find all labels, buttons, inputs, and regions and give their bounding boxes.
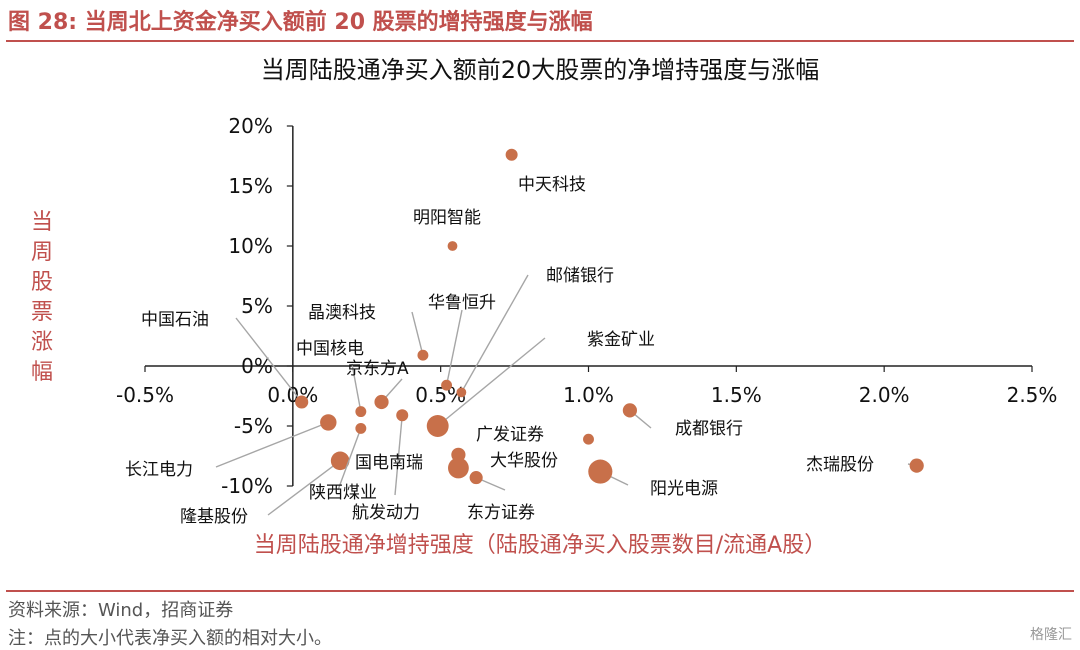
point-label: 晶澳科技	[308, 303, 376, 323]
x-tick-label: 1.0%	[563, 383, 614, 407]
data-point	[909, 458, 924, 473]
chart-title: 当周陆股通净买入额前20大股票的净增持强度与涨幅	[260, 56, 820, 84]
leader-line	[411, 311, 424, 356]
leader-line	[437, 337, 546, 427]
point-label: 隆基股份	[180, 507, 248, 527]
y-tick-label: 15%	[228, 174, 272, 198]
data-point	[355, 422, 367, 434]
leader-line	[394, 415, 403, 496]
point-label: 国电南瑞	[355, 453, 423, 473]
leader-line	[215, 421, 329, 468]
data-point	[396, 409, 409, 422]
y-tick-label: -5%	[234, 414, 273, 438]
x-tick-label: 0.0%	[267, 383, 318, 407]
source-note: 资料来源：Wind，招商证券	[8, 600, 234, 621]
data-point	[448, 457, 469, 479]
point-label: 中国石油	[141, 310, 209, 330]
data-point	[295, 395, 309, 409]
data-point	[456, 387, 467, 398]
point-label: 紫金矿业	[587, 330, 655, 350]
data-point	[330, 451, 350, 471]
point-label: 东方证券	[467, 503, 535, 523]
header-rule	[6, 40, 1074, 42]
figure-header: 图 28: 当周北上资金净买入额前 20 股票的增持强度与涨幅	[0, 0, 1080, 40]
point-label: 邮储银行	[546, 266, 614, 286]
data-point	[583, 433, 594, 445]
y-tick-label: 0%	[241, 354, 273, 378]
data-point	[417, 349, 429, 361]
x-tick-label: 2.5%	[1007, 383, 1058, 407]
data-point	[374, 394, 389, 410]
point-label: 成都银行	[675, 419, 743, 439]
data-point	[447, 241, 458, 251]
point-label: 大华股份	[490, 451, 558, 471]
data-point	[469, 471, 483, 485]
y-tick-label: -10%	[221, 474, 273, 498]
point-label: 中国核电	[296, 339, 364, 359]
point-label: 长江电力	[125, 460, 193, 480]
x-tick-label: -0.5%	[116, 383, 174, 407]
figure-title: 图 28: 当周北上资金净买入额前 20 股票的增持强度与涨幅	[8, 10, 593, 35]
leader-line	[267, 460, 341, 516]
point-label: 华鲁恒升	[428, 293, 496, 313]
data-point	[441, 379, 453, 391]
leader-line	[445, 309, 463, 386]
point-label: 广发证券	[476, 425, 544, 445]
point-label: 明阳智能	[413, 208, 481, 228]
point-label: 中天科技	[518, 175, 586, 195]
point-label: 陕西煤业	[309, 483, 377, 503]
leader-line	[460, 274, 529, 393]
point-label: 航发动力	[352, 503, 420, 523]
x-tick-label: 1.5%	[711, 383, 762, 407]
y-axis-label: 当周股票涨幅	[30, 210, 53, 385]
point-label: 杰瑞股份	[806, 455, 874, 475]
y-tick-label: 10%	[228, 234, 272, 258]
y-tick-label: 20%	[228, 114, 272, 138]
leader-line	[337, 428, 362, 491]
leader-line	[351, 363, 362, 412]
x-tick-label: 2.0%	[859, 383, 910, 407]
data-point	[622, 403, 637, 418]
data-point	[320, 414, 337, 431]
point-label: 阳光电源	[650, 479, 718, 499]
x-axis-label: 当周陆股通净增持强度（陆股通净买入股票数目/流通A股）	[253, 533, 827, 558]
data-point	[588, 459, 613, 484]
watermark-text: 格隆汇	[1030, 627, 1072, 643]
size-note: 注：点的大小代表净买入额的相对大小。	[8, 628, 332, 649]
data-point	[355, 406, 367, 418]
point-label: 京东方A	[346, 359, 409, 379]
leader-line	[235, 317, 303, 403]
data-point	[426, 415, 449, 437]
data-point	[505, 148, 518, 161]
y-tick-label: 5%	[241, 294, 273, 318]
footer-rule	[6, 590, 1074, 592]
